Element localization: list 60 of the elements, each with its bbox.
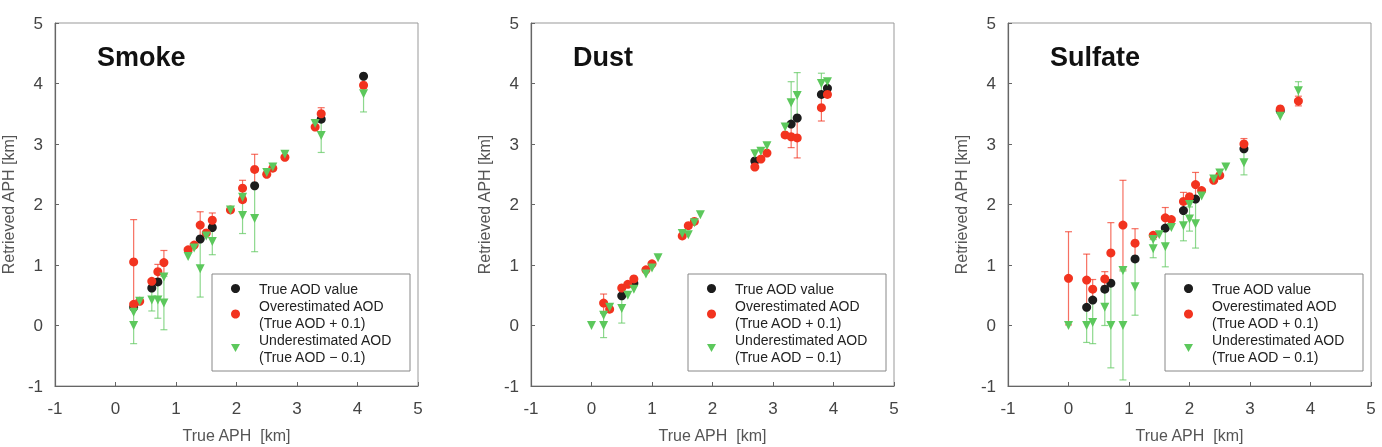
x-tick-label: 1 <box>171 399 181 418</box>
x-tick-label: 2 <box>707 399 718 418</box>
legend-label: True AOD value <box>259 280 359 297</box>
y-tick-label: 3 <box>986 134 996 154</box>
legend-label: Underestimated AOD (True AOD − 0.1) <box>735 331 872 365</box>
y-tick-label: 4 <box>33 74 43 93</box>
x-tick-label: 4 <box>352 399 363 418</box>
y-tick-label: -1 <box>980 376 996 396</box>
text: Dust <box>573 41 634 72</box>
x-tick-label: 4 <box>828 399 839 418</box>
y-tick-label: 1 <box>986 255 996 275</box>
y-tick-label: 5 <box>986 13 996 33</box>
x-tick-label: -1 <box>1000 399 1016 418</box>
x-tick-label: 5 <box>413 399 423 418</box>
y-tick-label: 4 <box>986 74 996 93</box>
legend-label: True AOD value <box>1212 280 1312 297</box>
y-tick-label: 0 <box>33 316 43 335</box>
x-tick-label: -1 <box>47 399 63 418</box>
x-axis-title: True APH [km] <box>658 426 767 444</box>
y-tick-label: 2 <box>986 195 996 214</box>
legend-label: Overestimated AOD (True AOD + 0.1) <box>259 297 388 331</box>
text: Sulfate <box>1050 41 1141 72</box>
x-tick-label: 1 <box>647 399 657 418</box>
y-tick-label: 5 <box>33 13 43 33</box>
legend-label: Underestimated AOD (True AOD − 0.1) <box>259 331 396 365</box>
x-tick-label: 2 <box>1184 399 1195 418</box>
x-tick-label: -1 <box>523 399 539 418</box>
y-tick-label: 3 <box>33 134 43 154</box>
y-tick-label: -1 <box>27 376 43 396</box>
x-tick-label: 2 <box>231 399 242 418</box>
y-tick-label: 4 <box>509 74 519 93</box>
x-tick-label: 4 <box>1305 399 1316 418</box>
y-axis-title: Retrieved APH [km] <box>0 134 18 275</box>
y-axis-title: Retrieved APH [km] <box>476 134 494 275</box>
y-tick-label: 2 <box>33 195 43 214</box>
legend-label: Overestimated AOD (True AOD + 0.1) <box>735 297 864 331</box>
x-tick-label: 3 <box>292 399 302 418</box>
y-tick-label: 1 <box>509 255 519 275</box>
y-tick-label: 0 <box>509 316 519 335</box>
y-tick-label: 3 <box>509 134 519 154</box>
x-tick-label: 0 <box>586 399 597 418</box>
y-tick-label: -1 <box>503 376 519 396</box>
x-tick-label: 1 <box>1124 399 1134 418</box>
x-axis-title: True APH [km] <box>182 426 291 444</box>
y-tick-label: 2 <box>509 195 519 214</box>
legend-label: True AOD value <box>735 280 835 297</box>
y-tick-label: 5 <box>509 13 519 33</box>
x-tick-label: 0 <box>1063 399 1074 418</box>
legend-label: Overestimated AOD (True AOD + 0.1) <box>1212 297 1341 331</box>
x-tick-label: 5 <box>1366 399 1376 418</box>
legend-label: Underestimated AOD (True AOD − 0.1) <box>1212 331 1349 365</box>
x-tick-label: 5 <box>889 399 899 418</box>
x-tick-label: 0 <box>110 399 121 418</box>
y-tick-label: 0 <box>986 316 996 335</box>
x-axis-title: True APH [km] <box>1135 426 1244 444</box>
x-tick-label: 3 <box>768 399 778 418</box>
y-tick-label: 1 <box>33 255 43 275</box>
text: Smoke <box>97 41 186 72</box>
x-tick-label: 3 <box>1245 399 1255 418</box>
y-axis-title: Retrieved APH [km] <box>953 134 971 275</box>
